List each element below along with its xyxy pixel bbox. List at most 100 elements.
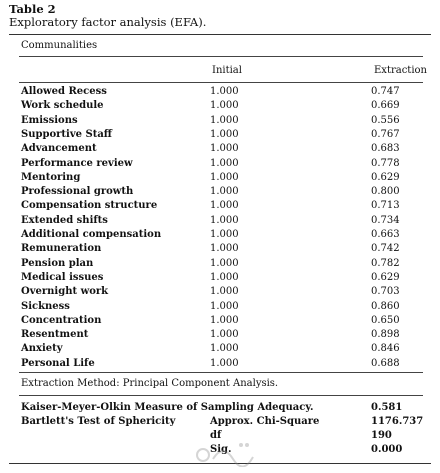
column-header-extraction: Extraction xyxy=(374,65,427,76)
table-title: Exploratory factor analysis (EFA). xyxy=(9,15,207,29)
variable-name: Concentration xyxy=(21,314,102,326)
extraction-value: 0.663 xyxy=(371,229,400,240)
extraction-value: 0.747 xyxy=(371,86,400,97)
table-row: Remuneration 1.000 0.742 xyxy=(9,242,431,256)
variable-name: Remuneration xyxy=(21,243,102,255)
extraction-value: 0.629 xyxy=(371,271,400,283)
initial-value: 1.000 xyxy=(210,300,239,312)
extraction-method-note: Extraction Method: Principal Component A… xyxy=(21,378,279,389)
extraction-value: 0.860 xyxy=(371,300,400,312)
variable-name: Additional compensation xyxy=(21,229,162,240)
variable-name: Emissions xyxy=(21,114,78,126)
initial-value: 1.000 xyxy=(210,271,239,283)
initial-value: 1.000 xyxy=(210,186,239,198)
chi-square-label: Approx. Chi-Square xyxy=(210,416,320,427)
divider xyxy=(19,395,423,396)
chi-square-value: 1176.737 xyxy=(371,416,424,427)
table-caption: Table 2 Exploratory factor analysis (EFA… xyxy=(9,3,206,29)
table-row: Performance review 1.000 0.778 xyxy=(9,157,431,171)
extraction-value: 0.650 xyxy=(371,314,400,326)
efa-table: Communalities Initial Extraction Allowed… xyxy=(9,34,431,464)
table-row: Extended shifts 1.000 0.734 xyxy=(9,214,431,228)
table-row: Supportive Staff 1.000 0.767 xyxy=(9,128,431,142)
table-label: Table 2 xyxy=(9,2,56,16)
table-row: Resentment 1.000 0.898 xyxy=(9,328,431,342)
initial-value: 1.000 xyxy=(210,143,239,155)
extraction-value: 0.782 xyxy=(371,257,400,269)
extraction-value: 0.683 xyxy=(371,143,400,155)
table-row: Mentoring 1.000 0.629 xyxy=(9,171,431,185)
variable-name: Supportive Staff xyxy=(21,128,113,140)
variable-name: Mentoring xyxy=(21,171,81,183)
variable-name: Advancement xyxy=(21,143,97,155)
variable-name: Extended shifts xyxy=(21,214,108,226)
extraction-value: 0.556 xyxy=(371,114,400,126)
table-row: Concentration 1.000 0.650 xyxy=(9,314,431,328)
variable-name: Pension plan xyxy=(21,257,94,269)
table-row: Sickness 1.000 0.860 xyxy=(9,300,431,314)
table-row: Personal Life 1.000 0.688 xyxy=(9,357,431,371)
sig-value: 0.000 xyxy=(371,444,403,455)
df-value: 190 xyxy=(371,430,392,441)
extraction-value: 0.703 xyxy=(371,286,400,298)
extraction-value: 0.669 xyxy=(371,100,400,112)
variable-name: Personal Life xyxy=(21,357,95,369)
kmo-value: 0.581 xyxy=(371,402,403,413)
extraction-value: 0.800 xyxy=(371,186,400,198)
initial-value: 1.000 xyxy=(210,214,239,226)
initial-value: 1.000 xyxy=(210,100,239,112)
extraction-value: 0.778 xyxy=(371,157,400,169)
initial-value: 1.000 xyxy=(210,114,239,126)
initial-value: 1.000 xyxy=(210,86,239,97)
table-row: Professional growth 1.000 0.800 xyxy=(9,185,431,199)
initial-value: 1.000 xyxy=(210,229,239,240)
column-header-initial: Initial xyxy=(212,65,242,76)
table-row: Pension plan 1.000 0.782 xyxy=(9,257,431,271)
extraction-value: 0.742 xyxy=(371,243,400,255)
variable-name: Professional growth xyxy=(21,186,134,198)
initial-value: 1.000 xyxy=(210,357,239,369)
variable-name: Performance review xyxy=(21,157,133,169)
variable-name: Sickness xyxy=(21,300,70,312)
table-row: Medical issues 1.000 0.629 xyxy=(9,271,431,285)
table-row: Work schedule 1.000 0.669 xyxy=(9,99,431,113)
extraction-value: 0.898 xyxy=(371,329,400,341)
initial-value: 1.000 xyxy=(210,171,239,183)
initial-value: 1.000 xyxy=(210,200,239,212)
extraction-value: 0.767 xyxy=(371,128,400,140)
variable-name: Allowed Recess xyxy=(21,86,107,97)
divider xyxy=(19,82,423,83)
extraction-value: 0.846 xyxy=(371,343,400,355)
table-row: Emissions 1.000 0.556 xyxy=(9,114,431,128)
initial-value: 1.000 xyxy=(210,128,239,140)
extraction-value: 0.734 xyxy=(371,214,400,226)
divider xyxy=(19,56,423,57)
kmo-label: Kaiser-Meyer-Olkin Measure of Sampling A… xyxy=(21,402,314,413)
df-label: df xyxy=(210,430,222,441)
table-row: Anxiety 1.000 0.846 xyxy=(9,342,431,356)
variable-name: Work schedule xyxy=(21,100,104,112)
variable-name: Overnight work xyxy=(21,286,109,298)
initial-value: 1.000 xyxy=(210,329,239,341)
bartlett-label: Bartlett's Test of Sphericity xyxy=(21,416,176,427)
extraction-value: 0.629 xyxy=(371,171,400,183)
initial-value: 1.000 xyxy=(210,286,239,298)
initial-value: 1.000 xyxy=(210,314,239,326)
initial-value: 1.000 xyxy=(210,243,239,255)
variable-name: Compensation structure xyxy=(21,200,158,212)
watermark-logo-icon xyxy=(196,443,254,467)
divider xyxy=(19,372,423,373)
table-row: Advancement 1.000 0.683 xyxy=(9,142,431,156)
sig-label: Sig. xyxy=(210,444,232,455)
variable-name: Resentment xyxy=(21,329,89,341)
table-row: Allowed Recess 1.000 0.747 xyxy=(9,85,431,99)
initial-value: 1.000 xyxy=(210,157,239,169)
table-row: Compensation structure 1.000 0.713 xyxy=(9,199,431,213)
variable-name: Medical issues xyxy=(21,271,104,283)
table-row: Additional compensation 1.000 0.663 xyxy=(9,228,431,242)
variable-name: Anxiety xyxy=(21,343,63,355)
communalities-heading: Communalities xyxy=(21,40,98,51)
extraction-value: 0.713 xyxy=(371,200,400,212)
initial-value: 1.000 xyxy=(210,343,239,355)
extraction-value: 0.688 xyxy=(371,357,400,369)
